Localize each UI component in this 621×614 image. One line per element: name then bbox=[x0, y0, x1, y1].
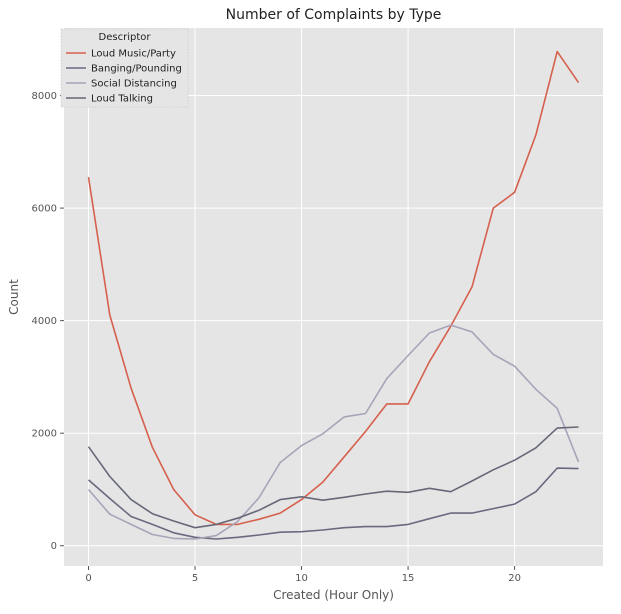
series-line-0 bbox=[87, 50, 580, 526]
x-tick-label: 20 bbox=[508, 573, 521, 584]
plot-area bbox=[64, 28, 603, 566]
y-tick-label: 8000 bbox=[32, 91, 57, 102]
legend-label-2: Social Distancing bbox=[91, 79, 177, 90]
series-line-2 bbox=[87, 324, 580, 540]
x-tick-label: 0 bbox=[85, 573, 91, 584]
y-axis-label: Count bbox=[7, 279, 21, 315]
x-tick-label: 15 bbox=[402, 573, 415, 584]
chart-title: Number of Complaints by Type bbox=[226, 7, 442, 23]
legend: Descriptor Loud Music/Party Banging/Poundi… bbox=[60, 28, 189, 108]
x-tick-label: 5 bbox=[192, 573, 198, 584]
y-tick-label: 0 bbox=[51, 541, 57, 552]
legend-title: Descriptor bbox=[99, 32, 152, 43]
y-tick-label: 6000 bbox=[32, 204, 57, 215]
x-axis-label: Created (Hour Only) bbox=[273, 588, 394, 602]
legend-label-1: Banging/Pounding bbox=[91, 64, 182, 75]
y-tick-label: 2000 bbox=[32, 429, 57, 440]
series-line-3 bbox=[87, 426, 579, 529]
y-tick-label: 4000 bbox=[32, 316, 57, 327]
series-line-1 bbox=[87, 467, 579, 540]
legend-label-3: Loud Talking bbox=[91, 94, 153, 105]
legend-label-0: Loud Music/Party bbox=[91, 49, 176, 60]
x-tick-label: 10 bbox=[295, 573, 308, 584]
